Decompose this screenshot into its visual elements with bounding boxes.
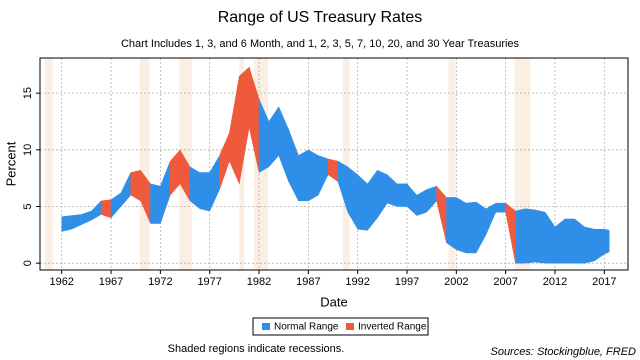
range-segment: [485, 202, 497, 235]
range-segment: [81, 210, 92, 226]
range-segment: [61, 215, 72, 232]
range-segment: [120, 172, 132, 208]
x-tick-label: 2017: [592, 276, 616, 288]
range-segment: [604, 228, 610, 255]
range-segment: [456, 197, 467, 254]
range-segment: [377, 169, 388, 219]
x-tick-label: 1987: [296, 276, 320, 288]
range-segment: [396, 183, 408, 207]
range-segment: [268, 105, 280, 168]
range-segment: [71, 214, 82, 230]
range-segment: [110, 192, 122, 219]
range-segment: [160, 161, 171, 224]
range-segment: [387, 174, 398, 207]
range-segment: [229, 76, 240, 184]
legend-box: [252, 317, 429, 336]
range-segment: [298, 149, 309, 202]
x-tick-label: 2007: [493, 276, 517, 288]
note: Shaded regions indicate recessions.: [168, 343, 345, 355]
range-segment: [406, 183, 418, 217]
range-segment: [357, 174, 368, 231]
legend-label: Inverted Range: [358, 322, 427, 333]
range-segment: [446, 197, 457, 251]
range-segment: [416, 189, 427, 216]
range-segment: [584, 226, 595, 264]
y-tick-label: 10: [22, 144, 34, 156]
range-segment: [100, 199, 112, 219]
recession-band: [448, 58, 456, 270]
range-segment: [535, 209, 546, 264]
x-tick-label: 2012: [543, 276, 567, 288]
range-segment: [199, 172, 210, 212]
range-segment: [219, 132, 230, 190]
range-segment: [465, 201, 477, 254]
plot-frame: [39, 57, 629, 271]
y-tick-label: 5: [22, 203, 34, 209]
range-segment: [367, 169, 378, 232]
y-tick-label: 15: [22, 87, 34, 99]
recession-band: [139, 58, 150, 270]
range-segment: [288, 129, 299, 201]
recession-band: [44, 58, 53, 270]
x-tick-label: 2002: [444, 276, 468, 288]
range-segment: [554, 218, 566, 264]
recession-band: [342, 58, 350, 270]
range-segment: [505, 202, 516, 264]
range-segment: [436, 185, 447, 243]
x-tick-label: 1977: [197, 276, 221, 288]
legend-swatch: [346, 323, 354, 330]
x-tick-label: 1972: [148, 276, 172, 288]
y-tick-label: 0: [22, 260, 34, 266]
range-segment: [594, 228, 605, 262]
x-tick-label: 1997: [395, 276, 419, 288]
range-segment: [574, 218, 585, 264]
x-tick-label: 1962: [49, 276, 73, 288]
range-segment: [130, 169, 141, 202]
range-segment: [564, 218, 575, 264]
range-segment: [278, 106, 289, 182]
range-segment: [525, 208, 536, 264]
range-segment: [150, 183, 161, 224]
x-tick-label: 1982: [247, 276, 271, 288]
plot-area: [40, 58, 628, 270]
legend-swatch: [262, 323, 270, 330]
x-tick-label: 1967: [99, 276, 123, 288]
range-segment: [515, 208, 526, 264]
y-axis-label: Percent: [3, 141, 18, 186]
x-tick-label: 1992: [345, 276, 369, 288]
range-segment: [475, 201, 487, 254]
legend-label: Normal Range: [274, 322, 339, 333]
range-segment: [327, 158, 339, 183]
range-segment: [426, 185, 437, 213]
range-segment: [495, 202, 506, 213]
x-axis-label: Date: [320, 294, 347, 309]
legend: Normal Range Inverted Range: [252, 317, 429, 336]
range-segment: [209, 154, 220, 212]
chart-subtitle: Chart Includes 1, 3, and 6 Month, and 1,…: [121, 38, 520, 50]
range-segment: [91, 200, 102, 221]
source: Sources: Stockingblue, FRED: [490, 346, 636, 358]
range-segment: [308, 149, 319, 202]
range-segment: [317, 155, 329, 196]
range-segment: [544, 211, 556, 264]
chart-title: Range of US Treasury Rates: [218, 9, 423, 26]
range-segment: [169, 149, 181, 196]
